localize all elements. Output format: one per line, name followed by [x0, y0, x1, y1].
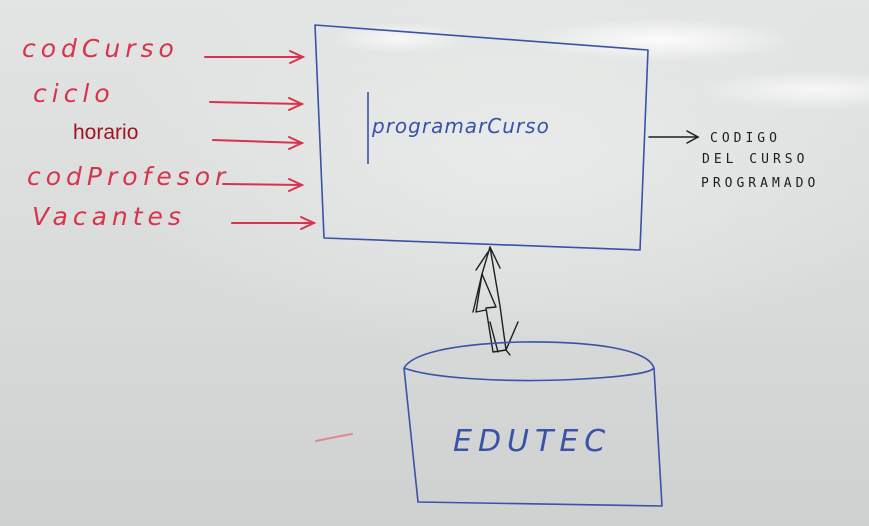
input-label-vacantes: Vacantes [32, 202, 186, 231]
output-text-line-1: CODIGO [710, 131, 781, 146]
input-arrow-codcurso [204, 50, 306, 64]
input-label-codcurso: codCurso [22, 34, 179, 63]
database-label: EDUTEC [453, 424, 612, 459]
input-label-horario: horario [73, 121, 139, 144]
output-text-line-3: PROGRAMADO [701, 176, 820, 191]
input-arrow-horario [212, 136, 305, 150]
bidirectional-arrow [472, 246, 519, 356]
output-text-line-2: DEL CURSO [702, 152, 809, 167]
input-arrow-codprofesor [222, 178, 305, 192]
output-arrow [648, 130, 700, 144]
input-label-ciclo: ciclo [33, 79, 115, 108]
process-label: programarCurso [372, 114, 550, 138]
database-cylinder [403, 341, 663, 507]
process-box [314, 24, 649, 251]
marker-smudge [315, 433, 353, 442]
input-arrow-ciclo [209, 97, 305, 111]
input-arrow-vacantes [231, 216, 317, 230]
input-label-codprofesor: codProfesor [27, 162, 231, 191]
